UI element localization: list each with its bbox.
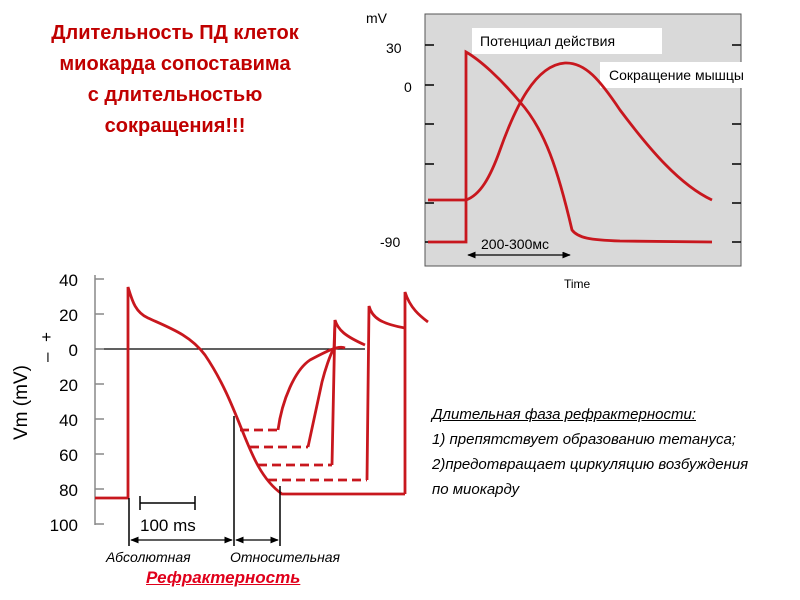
sign-plus: + bbox=[37, 332, 56, 342]
top-y-tick-minus90: -90 bbox=[380, 234, 400, 250]
bottom-y-tick-40p: 40 bbox=[59, 271, 78, 290]
notes-item-2: 2)предотвращает циркуляцию возбуждения bbox=[432, 456, 749, 473]
ap-label: Потенциал действия bbox=[480, 33, 615, 49]
absolute-label: Абсолютная bbox=[106, 549, 191, 565]
title-line-4: сокращения!!! bbox=[104, 115, 246, 137]
contraction-label-box bbox=[600, 62, 770, 88]
bottom-y-tick-0: 0 bbox=[69, 341, 78, 360]
contraction-label: Сокращение мышцы bbox=[609, 67, 744, 83]
contraction-curve bbox=[428, 61, 713, 202]
main-action-potential bbox=[95, 286, 405, 500]
duration-label: 200-300мс bbox=[481, 236, 549, 252]
slide-title: Длительность ПД клеток миокарда сопостав… bbox=[20, 18, 330, 142]
bottom-y-tick-80n: 80 bbox=[59, 481, 78, 500]
title-line-1: Длительность ПД клеток bbox=[51, 22, 299, 44]
bottom-y-ticks bbox=[95, 278, 104, 525]
refractory-markers bbox=[128, 416, 281, 546]
refractory-title: Рефрактерность bbox=[146, 568, 301, 587]
duration-label-box bbox=[477, 234, 563, 252]
bottom-y-tick-40n: 40 bbox=[59, 411, 78, 430]
bottom-y-tick-100n: 100 bbox=[50, 516, 78, 535]
top-y-tick-0: 0 bbox=[404, 79, 412, 95]
top-y-tick-30: 30 bbox=[386, 40, 402, 56]
refractory-plot: 40 20 0 20 40 60 80 100 Vm (mV) + – bbox=[11, 271, 429, 546]
title-line-3: с длительностью bbox=[87, 84, 263, 106]
relative-label: Относительная bbox=[230, 549, 341, 565]
scale-bar-label: 100 ms bbox=[140, 516, 196, 535]
notes-item-1: 1) препятствует образованию тетануса; bbox=[432, 431, 736, 448]
bottom-y-tick-60n: 60 bbox=[59, 446, 78, 465]
bottom-y-label: Vm (mV) bbox=[11, 365, 32, 440]
ap-label-box bbox=[472, 28, 662, 54]
action-potential-contraction-plot: mV 30 0 -90 Потенциал действия Сокращени… bbox=[366, 10, 770, 291]
top-x-label: Time bbox=[564, 277, 591, 291]
action-potential-curve bbox=[428, 49, 713, 244]
bottom-y-tick-20p: 20 bbox=[59, 306, 78, 325]
top-y-unit: mV bbox=[366, 10, 388, 26]
notes-heading: Длительная фаза рефрактерности: bbox=[432, 406, 696, 423]
title-line-2: миокарда сопоставима bbox=[59, 53, 291, 75]
notes-block: Длительная фаза рефрактерности: 1) препя… bbox=[432, 402, 748, 502]
top-plot-panel bbox=[424, 13, 742, 267]
scale-bar bbox=[139, 496, 196, 510]
notes-item-3: по миокарду bbox=[432, 481, 520, 498]
sign-minus: – bbox=[37, 352, 56, 362]
premature-responses bbox=[240, 291, 429, 494]
bottom-y-tick-20n: 20 bbox=[59, 376, 78, 395]
